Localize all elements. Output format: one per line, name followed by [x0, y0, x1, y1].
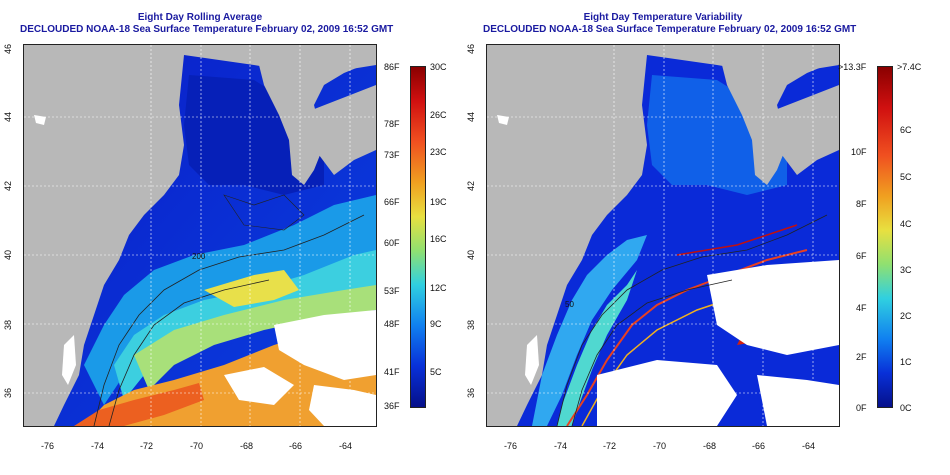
left-ytick-46: 46	[3, 43, 14, 55]
left-cbar-c-0: 30C	[430, 62, 447, 72]
right-cbar-f-6: 0F	[856, 403, 867, 413]
right-ytick-40: 40	[466, 249, 477, 261]
left-map-svg: 200	[24, 45, 376, 426]
right-xtick-72: -72	[603, 441, 617, 451]
right-map-svg: 50	[487, 45, 839, 426]
right-colorbar	[877, 66, 893, 408]
right-variability-map[interactable]: 50	[486, 44, 840, 427]
left-cbar-c-1: 26C	[430, 110, 447, 120]
left-ytick-38: 38	[3, 319, 14, 331]
left-gridlines	[24, 45, 376, 426]
left-xtick-68: -68	[240, 441, 254, 451]
right-gridlines	[487, 45, 839, 426]
left-cbar-f-8: 36F	[384, 401, 400, 411]
left-colorbar	[410, 66, 426, 408]
right-title-line1: Eight Day Temperature Variability	[583, 12, 743, 23]
left-contour-label: 200	[192, 252, 206, 261]
left-title-line1: Eight Day Rolling Average	[137, 12, 263, 23]
right-ytick-36: 36	[466, 387, 477, 399]
right-cbar-c-1: 6C	[900, 125, 912, 135]
right-ytick-42: 42	[466, 180, 477, 192]
left-cbar-f-0: 86F	[384, 62, 400, 72]
left-ytick-40: 40	[3, 249, 14, 261]
left-cbar-c-7: 5C	[430, 367, 442, 377]
right-cbar-f-4: 4F	[856, 303, 867, 313]
left-xtick-74: -74	[91, 441, 105, 451]
right-ytick-44: 44	[466, 111, 477, 123]
left-title: Eight Day Rolling Average DECLOUDED NOAA…	[20, 12, 394, 36]
right-cbar-f-0: >13.3F	[838, 62, 867, 72]
right-title: Eight Day Temperature Variability DECLOU…	[483, 12, 857, 36]
left-cbar-c-3: 19C	[430, 197, 447, 207]
right-cbar-f-3: 6F	[856, 251, 867, 261]
right-cbar-c-7: 0C	[900, 403, 912, 413]
right-cbar-f-1: 10F	[851, 147, 867, 157]
left-cbar-c-2: 23C	[430, 147, 447, 157]
right-title-line2: DECLOUDED NOAA-18 Sea Surface Temperatur…	[483, 24, 857, 35]
left-cbar-c-6: 9C	[430, 319, 442, 329]
left-sst-map[interactable]: 200	[23, 44, 377, 427]
right-xtick-68: -68	[703, 441, 717, 451]
right-xtick-74: -74	[554, 441, 568, 451]
left-ytick-42: 42	[3, 180, 14, 192]
left-cbar-f-2: 73F	[384, 150, 400, 160]
left-cbar-f-7: 41F	[384, 367, 400, 377]
right-xtick-76: -76	[504, 441, 518, 451]
left-cbar-f-3: 66F	[384, 197, 400, 207]
right-xtick-64: -64	[802, 441, 816, 451]
right-cbar-f-5: 2F	[856, 352, 867, 362]
left-cbar-c-4: 16C	[430, 234, 447, 244]
right-cbar-c-3: 4C	[900, 219, 912, 229]
left-xtick-70: -70	[190, 441, 204, 451]
left-cbar-c-5: 12C	[430, 283, 447, 293]
left-cbar-f-5: 53F	[384, 286, 400, 296]
right-xtick-70: -70	[653, 441, 667, 451]
right-ytick-38: 38	[466, 319, 477, 331]
left-xtick-64: -64	[339, 441, 353, 451]
left-ytick-36: 36	[3, 387, 14, 399]
right-xtick-66: -66	[752, 441, 766, 451]
right-cbar-c-5: 2C	[900, 311, 912, 321]
right-contour-label: 50	[565, 300, 574, 309]
right-cbar-c-2: 5C	[900, 172, 912, 182]
left-ytick-44: 44	[3, 111, 14, 123]
right-cbar-c-0: >7.4C	[897, 62, 922, 72]
left-cbar-f-6: 48F	[384, 319, 400, 329]
left-title-line2: DECLOUDED NOAA-18 Sea Surface Temperatur…	[20, 24, 394, 35]
left-xtick-66: -66	[289, 441, 303, 451]
left-xtick-72: -72	[140, 441, 154, 451]
left-cbar-f-1: 78F	[384, 119, 400, 129]
right-ytick-46: 46	[466, 43, 477, 55]
right-cbar-c-6: 1C	[900, 357, 912, 367]
right-cbar-f-2: 8F	[856, 199, 867, 209]
left-cbar-f-4: 60F	[384, 238, 400, 248]
right-cbar-c-4: 3C	[900, 265, 912, 275]
left-xtick-76: -76	[41, 441, 55, 451]
